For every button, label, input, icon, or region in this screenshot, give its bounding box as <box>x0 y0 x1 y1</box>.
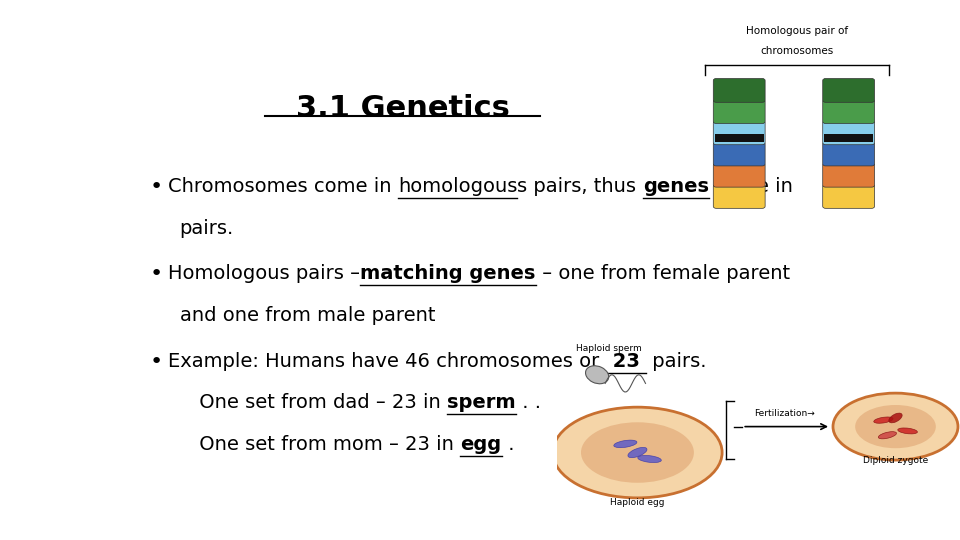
FancyBboxPatch shape <box>713 78 765 102</box>
Ellipse shape <box>889 413 902 423</box>
Text: Haploid sperm: Haploid sperm <box>576 344 642 353</box>
Text: s pairs, thus: s pairs, thus <box>517 177 643 196</box>
Bar <box>824 134 874 141</box>
FancyBboxPatch shape <box>713 185 765 208</box>
Circle shape <box>553 407 722 498</box>
Text: Haploid egg: Haploid egg <box>611 497 664 507</box>
Ellipse shape <box>637 455 661 463</box>
Circle shape <box>833 393 958 460</box>
FancyBboxPatch shape <box>823 78 875 102</box>
FancyBboxPatch shape <box>713 100 765 124</box>
Bar <box>714 134 764 141</box>
Text: and one from male parent: and one from male parent <box>180 306 435 325</box>
Text: egg: egg <box>461 435 502 454</box>
Text: One set from dad – 23 in: One set from dad – 23 in <box>168 393 447 412</box>
FancyBboxPatch shape <box>713 142 765 166</box>
Text: Homologous pair of: Homologous pair of <box>746 26 848 36</box>
Text: come in: come in <box>708 177 793 196</box>
Text: •: • <box>150 177 163 197</box>
Text: Diploid zygote: Diploid zygote <box>863 456 928 465</box>
FancyBboxPatch shape <box>823 121 875 145</box>
FancyBboxPatch shape <box>823 100 875 124</box>
Text: . .: . . <box>516 393 541 412</box>
Ellipse shape <box>878 431 897 439</box>
Text: Example: Humans have 46 chromosomes or: Example: Humans have 46 chromosomes or <box>168 352 606 370</box>
FancyBboxPatch shape <box>823 142 875 166</box>
Text: – one from female parent: – one from female parent <box>536 265 790 284</box>
Text: Homologous pairs –: Homologous pairs – <box>168 265 360 284</box>
Circle shape <box>855 405 936 448</box>
Text: pairs.: pairs. <box>180 219 234 238</box>
Text: 3.1 Genetics: 3.1 Genetics <box>296 94 510 123</box>
Text: •: • <box>150 265 163 285</box>
Text: pairs.: pairs. <box>646 352 707 370</box>
Ellipse shape <box>874 417 893 423</box>
Text: Chromosomes come in: Chromosomes come in <box>168 177 398 196</box>
FancyBboxPatch shape <box>823 163 875 187</box>
Text: 23: 23 <box>606 352 646 370</box>
Ellipse shape <box>628 448 647 457</box>
Text: homologous: homologous <box>398 177 517 196</box>
Text: •: • <box>150 352 163 372</box>
Text: Fertilization→: Fertilization→ <box>755 409 815 418</box>
FancyBboxPatch shape <box>713 163 765 187</box>
Text: .: . <box>502 435 515 454</box>
Ellipse shape <box>613 440 636 448</box>
Text: matching genes: matching genes <box>360 265 536 284</box>
Ellipse shape <box>898 428 918 434</box>
Text: chromosomes: chromosomes <box>760 46 833 56</box>
FancyBboxPatch shape <box>713 121 765 145</box>
FancyBboxPatch shape <box>823 185 875 208</box>
Text: genes: genes <box>643 177 708 196</box>
Circle shape <box>581 422 694 483</box>
Ellipse shape <box>586 366 609 384</box>
Text: One set from mom – 23 in: One set from mom – 23 in <box>168 435 461 454</box>
Text: sperm: sperm <box>447 393 516 412</box>
